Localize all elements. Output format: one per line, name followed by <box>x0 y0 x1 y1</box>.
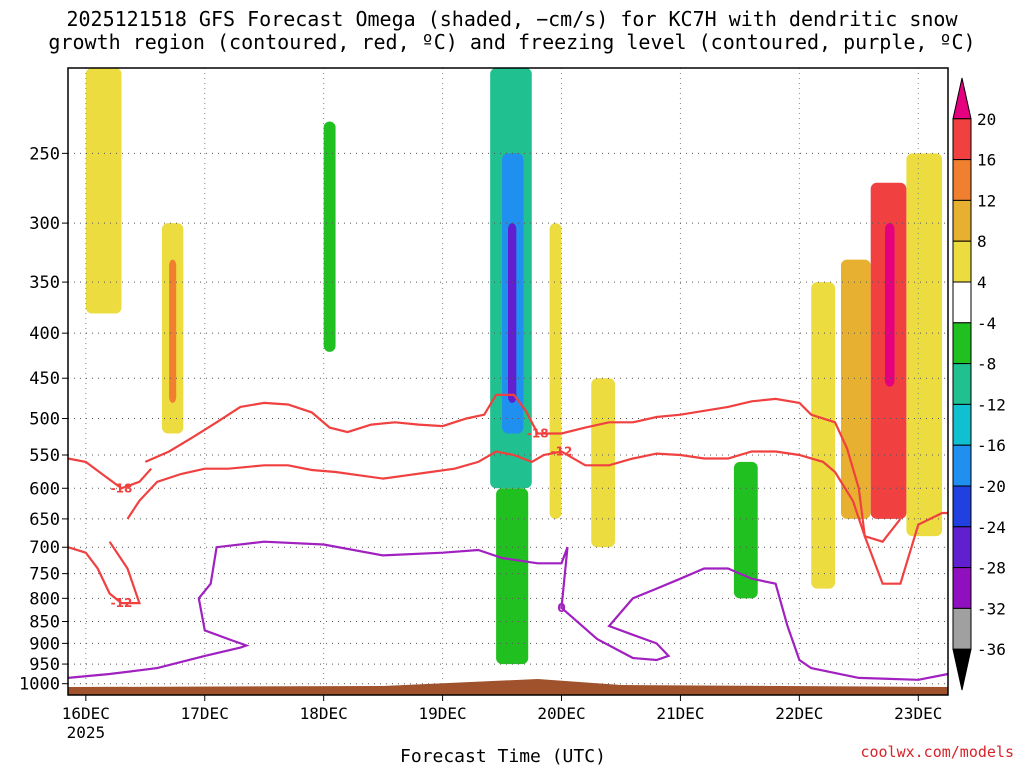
contour-line-4 <box>67 540 949 681</box>
omega-region-1 <box>496 488 529 665</box>
y-tick-label-1000: 1000 <box>19 675 60 695</box>
contour-label-3: -12 <box>111 596 133 610</box>
omega-region-4 <box>733 461 758 599</box>
y-tick-label-650: 650 <box>29 510 60 530</box>
title-line-1: 2025121518 GFS Forecast Omega (shaded, −… <box>66 7 958 31</box>
colorbar-label-4: 4 <box>977 273 987 292</box>
colorbar-bin-6 <box>952 322 972 365</box>
colorbar-label-1: 16 <box>977 151 996 170</box>
x-tick-label-22DEC: 22DEC <box>775 704 823 723</box>
colorbar: 20 16 12 8 4 -4 -8 -12 -16 -20 -24 -28 -32 -36 <box>952 77 1006 691</box>
colorbar-top-arrow <box>952 77 972 120</box>
y-tick-label-700: 700 <box>29 538 60 558</box>
colorbar-bin-1 <box>952 118 972 161</box>
y-tick-label-450: 450 <box>29 369 60 389</box>
y-tick-label-800: 800 <box>29 589 60 609</box>
y-tick-label-950: 950 <box>29 655 60 675</box>
y-tick-label-350: 350 <box>29 273 60 293</box>
plot-frame <box>67 67 949 696</box>
x-tick-sublabel: 2025 <box>67 723 106 742</box>
colorbar-label-9: -20 <box>977 477 1006 496</box>
omega-region-15 <box>508 223 517 403</box>
colorbar-label-7: -12 <box>977 395 1006 414</box>
axes: 2503003504004505005506006507007508008509… <box>19 67 949 742</box>
contour-label-1: -18 <box>111 481 133 495</box>
colorbar-bin-4 <box>952 240 972 283</box>
x-tick-label-16DEC: 16DEC <box>62 704 110 723</box>
omega-region-14 <box>884 223 895 387</box>
y-tick-label-500: 500 <box>29 410 60 430</box>
x-tick-label-18DEC: 18DEC <box>300 704 348 723</box>
y-tick-label-850: 850 <box>29 613 60 633</box>
colorbar-bin-5 <box>952 281 972 324</box>
terrain-fill <box>68 679 948 695</box>
omega-region-6 <box>811 282 836 589</box>
colorbar-bin-10 <box>952 485 972 528</box>
colorbar-label-11: -28 <box>977 559 1006 578</box>
colorbar-bin-9 <box>952 444 972 487</box>
colorbar-label-6: -8 <box>977 355 996 374</box>
x-tick-label-17DEC: 17DEC <box>181 704 229 723</box>
contour-line-3 <box>67 541 141 605</box>
contour-line-1 <box>67 457 153 490</box>
colorbar-bin-7 <box>952 363 972 405</box>
terrain-strip <box>68 679 948 695</box>
y-tick-label-750: 750 <box>29 565 60 585</box>
omega-region-8 <box>85 68 122 314</box>
x-axis-title: Forecast Time (UTC) <box>400 746 606 767</box>
colorbar-label-3: 8 <box>977 232 987 251</box>
colorbar-label-2: 12 <box>977 191 996 210</box>
contour-line-0 <box>144 393 902 543</box>
x-tick-label-20DEC: 20DEC <box>537 704 585 723</box>
y-tick-label-600: 600 <box>29 479 60 499</box>
colorbar-bin-11 <box>952 526 972 569</box>
colorbar-bin-3 <box>952 199 972 242</box>
y-tick-label-400: 400 <box>29 324 60 344</box>
y-tick-label-250: 250 <box>29 144 60 164</box>
omega-region-11 <box>169 259 177 403</box>
omega-region-2 <box>549 223 562 519</box>
contour-label-2: -12 <box>551 444 573 458</box>
omega-region-7 <box>323 121 336 352</box>
colorbar-bin-13 <box>952 607 972 650</box>
x-tick-label-21DEC: 21DEC <box>656 704 704 723</box>
y-tick-label-300: 300 <box>29 214 60 234</box>
colorbar-label-5: -4 <box>977 314 996 333</box>
colorbar-label-10: -24 <box>977 518 1006 537</box>
colorbar-label-12: -32 <box>977 599 1006 618</box>
omega-shading <box>85 68 943 665</box>
colorbar-label-8: -16 <box>977 436 1006 455</box>
colorbar-bottom-arrow <box>952 648 972 691</box>
colorbar-bin-2 <box>952 159 972 201</box>
colorbar-bin-12 <box>952 567 972 609</box>
x-tick-label-23DEC: 23DEC <box>894 704 942 723</box>
y-tick-label-900: 900 <box>29 634 60 654</box>
x-tick-label-19DEC: 19DEC <box>419 704 467 723</box>
omega-region-5 <box>906 153 943 537</box>
contour-label-4: 0 <box>557 601 565 615</box>
colorbar-label-0: 20 <box>977 110 996 129</box>
colorbar-bin-8 <box>952 403 972 446</box>
colorbar-label-13: -36 <box>977 640 1006 659</box>
title-line-2: growth region (contoured, red, ºC) and f… <box>48 30 976 54</box>
contour-line-2 <box>126 450 948 585</box>
chart-title: 2025121518 GFS Forecast Omega (shaded, −… <box>0 8 1024 54</box>
credit-link[interactable]: coolwx.com/models <box>860 743 1014 761</box>
y-tick-label-550: 550 <box>29 446 60 466</box>
contour-label-0: -18 <box>527 427 549 441</box>
temperature-contours: -18-18-12-12 0 <box>67 393 949 681</box>
omega-region-3 <box>591 378 616 548</box>
